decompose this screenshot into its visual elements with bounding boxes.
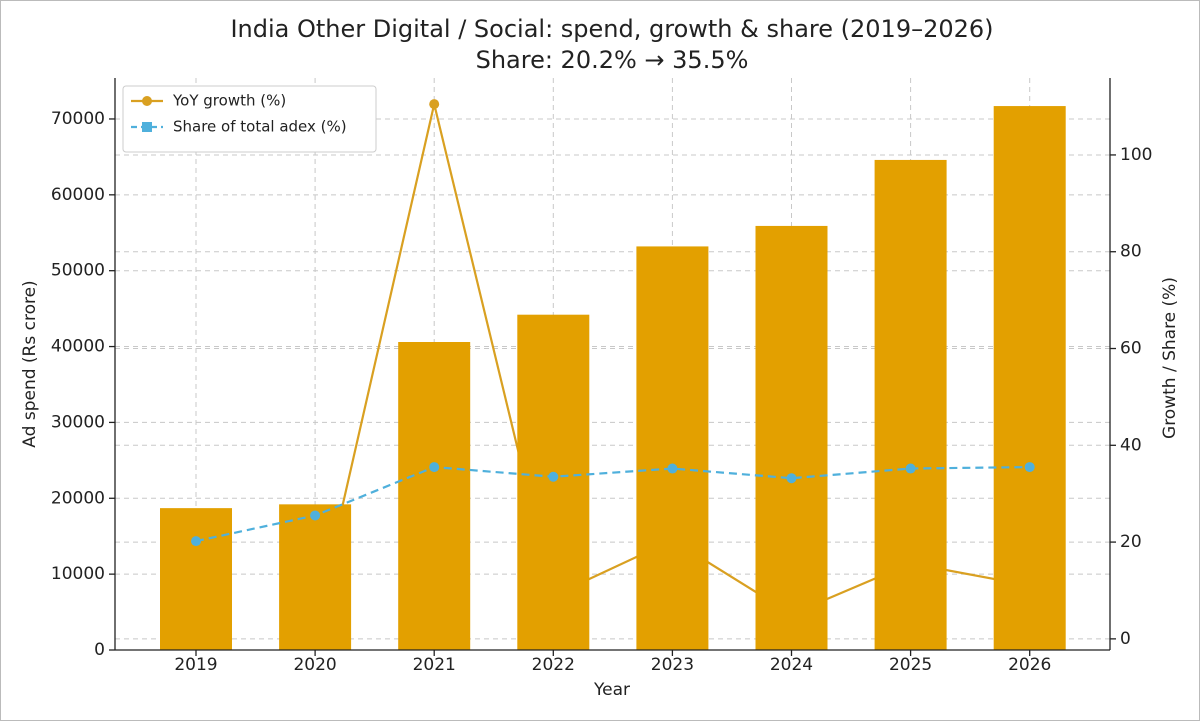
line-point: [548, 471, 559, 482]
x-tick-label: 2025: [889, 655, 932, 675]
bar: [636, 246, 709, 650]
y2-tick-label: 40: [1120, 435, 1142, 455]
x-tick-label: 2024: [770, 655, 813, 675]
x-axis-label: Year: [593, 680, 630, 700]
x-tick-label: 2026: [1008, 655, 1051, 675]
bar: [279, 504, 352, 650]
legend-box: [122, 85, 377, 153]
line-point: [1024, 462, 1035, 473]
line-point: [429, 99, 440, 110]
legend-label: Share of total adex (%): [173, 118, 347, 136]
y-tick-label: 60000: [51, 185, 105, 205]
bar: [993, 106, 1066, 650]
line-series: [195, 465, 1030, 543]
x-tick-label: 2021: [413, 655, 456, 675]
bar: [398, 342, 471, 650]
y2-tick-label: 0: [1120, 629, 1131, 649]
line-point: [191, 536, 201, 547]
y2-axis-label: Growth / Share (%): [1160, 277, 1180, 439]
y-tick-label: 10000: [51, 564, 105, 584]
chart-title: India Other Digital / Social: spend, gro…: [230, 15, 993, 43]
line-point: [786, 473, 797, 484]
y-tick-label: 70000: [51, 109, 105, 129]
x-tick-label: 2023: [651, 655, 694, 675]
chart-subtitle: Share: 20.2% → 35.5%: [476, 46, 749, 74]
bar: [160, 508, 232, 650]
y2-tick-label: 60: [1120, 339, 1142, 359]
line-point: [667, 463, 678, 474]
bar: [517, 314, 590, 650]
x-tick-label: 2019: [174, 655, 217, 675]
y-tick-label: 40000: [51, 337, 105, 357]
y-tick-label: 20000: [51, 488, 105, 508]
legend-label: YoY growth (%): [172, 92, 286, 110]
bar: [755, 225, 828, 650]
y2-tick-label: 100: [1120, 145, 1152, 165]
line-point: [429, 462, 440, 473]
legend-marker: [142, 96, 152, 106]
y-axis-label: Ad spend (Rs crore): [20, 280, 40, 447]
y-tick-label: 50000: [51, 261, 105, 281]
y-tick-label: 30000: [51, 412, 105, 432]
legend-marker: [142, 122, 152, 132]
y2-tick-label: 80: [1120, 242, 1142, 262]
x-tick-label: 2022: [532, 655, 575, 675]
line-point: [310, 510, 321, 521]
y2-tick-label: 20: [1120, 532, 1142, 552]
bar: [874, 159, 947, 650]
y-tick-label: 0: [94, 640, 105, 660]
line-point: [905, 463, 916, 474]
x-tick-label: 2020: [293, 655, 336, 675]
